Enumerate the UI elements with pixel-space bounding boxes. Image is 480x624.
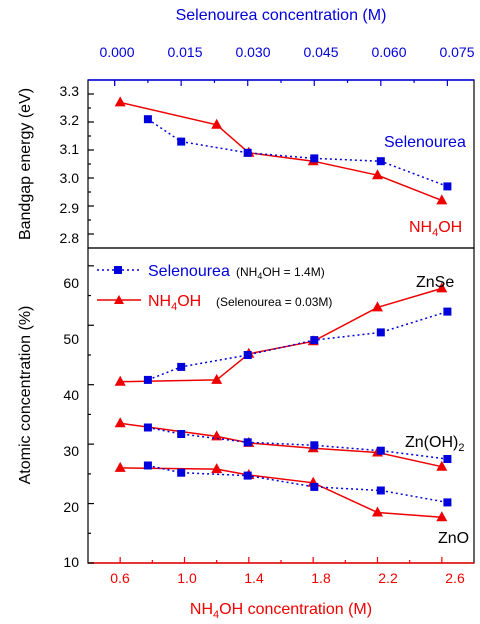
data-point-nh4oh	[372, 169, 383, 180]
upper-y-tick-label: 3.1	[60, 141, 80, 157]
data-point-selenourea	[443, 182, 452, 191]
data-point-selenourea-znse	[243, 351, 252, 359]
top-axis-title: Selenourea concentration (M)	[176, 7, 387, 24]
lower-y-tick-label: 10	[63, 554, 79, 570]
data-point-selenourea-znse	[443, 307, 452, 316]
top-tick-label: 0.060	[371, 44, 406, 60]
data-point-selenourea-zno	[143, 461, 152, 470]
lower-y-tick-label: 60	[63, 275, 79, 291]
data-point-selenourea	[310, 154, 319, 163]
bottom-tick-label: 1.4	[244, 570, 264, 586]
top-tick-label: 0.030	[235, 44, 270, 60]
upper-y-tick-label: 2.9	[60, 200, 80, 216]
top-tick-label: 0.075	[439, 44, 474, 60]
data-point-selenourea	[177, 137, 186, 146]
series-line-nh4oh-zno	[120, 467, 442, 518]
data-point-selenourea-zno	[243, 471, 252, 480]
data-point-selenourea	[376, 157, 385, 166]
data-point-selenourea	[143, 115, 152, 124]
lower-y-tick-label: 30	[63, 443, 79, 459]
lower-y-tick-label: 40	[63, 387, 79, 403]
data-point-selenourea-zn-oh-2	[443, 455, 452, 463]
legend-nh4oh-note: (Selenourea = 0.03M)	[216, 295, 332, 309]
series-line-selenourea-zn-oh-2	[147, 426, 448, 460]
data-point-selenourea-znse	[310, 336, 319, 345]
data-point-nh4oh	[436, 194, 448, 205]
data-point-nh4oh	[114, 96, 126, 107]
series-line-nh4oh-zn-oh-2	[120, 422, 442, 468]
znoh2-annotation: Zn(OH)2	[405, 434, 464, 454]
znse-annotation: ZnSe	[416, 274, 454, 291]
data-point-nh4oh-zno	[114, 461, 126, 472]
data-point-selenourea-zno	[443, 498, 452, 507]
data-point-selenourea-zno	[376, 486, 385, 495]
data-point-nh4oh-znse	[436, 282, 448, 293]
zno-annotation: ZnO	[438, 530, 469, 547]
bottom-axis-title: NH4OH concentration (M)	[190, 601, 372, 621]
lower-y-tick-label: 20	[63, 499, 79, 515]
data-point-selenourea-zno	[310, 482, 319, 491]
series-line-selenourea-zno	[147, 464, 448, 504]
upper-y-tick-label: 3.2	[60, 112, 80, 128]
data-point-nh4oh-zno	[436, 511, 448, 522]
legend-nh4oh-marker	[114, 295, 124, 304]
upper-y-axis-title: Bandgap energy (eV)	[17, 88, 34, 240]
data-point-selenourea-zn-oh-2	[310, 441, 319, 450]
data-point-nh4oh-znse	[372, 301, 383, 312]
data-point-selenourea-zn-oh-2	[376, 446, 385, 455]
data-point-selenourea-znse	[376, 328, 385, 337]
legend: Selenourea (NH4OH = 1.4M) NH4OH (Selenou…	[97, 263, 332, 313]
data-point-nh4oh-znse	[211, 373, 223, 384]
series-line-nh4oh-znse	[120, 287, 443, 383]
lower-y-tick-label: 50	[63, 331, 79, 347]
series-line-selenourea	[147, 118, 448, 188]
top-tick-label: 0.000	[99, 44, 134, 60]
bottom-tick-label: 2.2	[378, 570, 398, 586]
data-point-nh4oh-znse	[114, 375, 126, 386]
selenourea-annotation: Selenourea	[384, 134, 466, 151]
bottom-tick-label: 1.8	[311, 570, 331, 586]
data-point-nh4oh-zn-oh-2	[436, 460, 448, 471]
data-point-selenourea-zn-oh-2	[177, 430, 186, 438]
lower-y-axis-title: Atomic concentration (%)	[17, 306, 34, 485]
data-point-selenourea-zn-oh-2	[243, 438, 252, 447]
data-point-selenourea-znse	[177, 362, 186, 371]
legend-nh4oh-label: NH4OH	[148, 293, 201, 313]
data-point-nh4oh	[211, 118, 223, 129]
data-point-nh4oh-zno	[211, 463, 223, 474]
data-point-selenourea-zno	[177, 468, 186, 477]
series-line-selenourea-znse	[147, 310, 448, 381]
data-point-nh4oh-zno	[372, 506, 383, 517]
upper-y-tick-label: 3.0	[60, 170, 80, 186]
series-line-nh4oh	[120, 101, 443, 202]
data-point-selenourea-znse	[143, 375, 152, 384]
legend-selenourea-marker	[114, 266, 122, 274]
top-tick-label: 0.045	[303, 44, 338, 60]
nh4oh-annotation: NH4OH	[409, 219, 462, 239]
data-point-selenourea	[243, 148, 252, 157]
upper-y-tick-label: 2.8	[60, 230, 80, 246]
data-point-selenourea-zn-oh-2	[143, 423, 152, 432]
bottom-tick-label: 2.6	[445, 570, 465, 586]
bottom-tick-label: 1.0	[177, 570, 197, 586]
data-point-nh4oh-zn-oh-2	[114, 417, 126, 428]
upper-y-tick-label: 3.3	[60, 83, 80, 99]
legend-selenourea-label: Selenourea	[148, 263, 230, 280]
bottom-tick-label: 0.6	[110, 570, 130, 586]
legend-selenourea-note: (NH4OH = 1.4M)	[236, 265, 325, 281]
top-tick-label: 0.015	[167, 44, 202, 60]
